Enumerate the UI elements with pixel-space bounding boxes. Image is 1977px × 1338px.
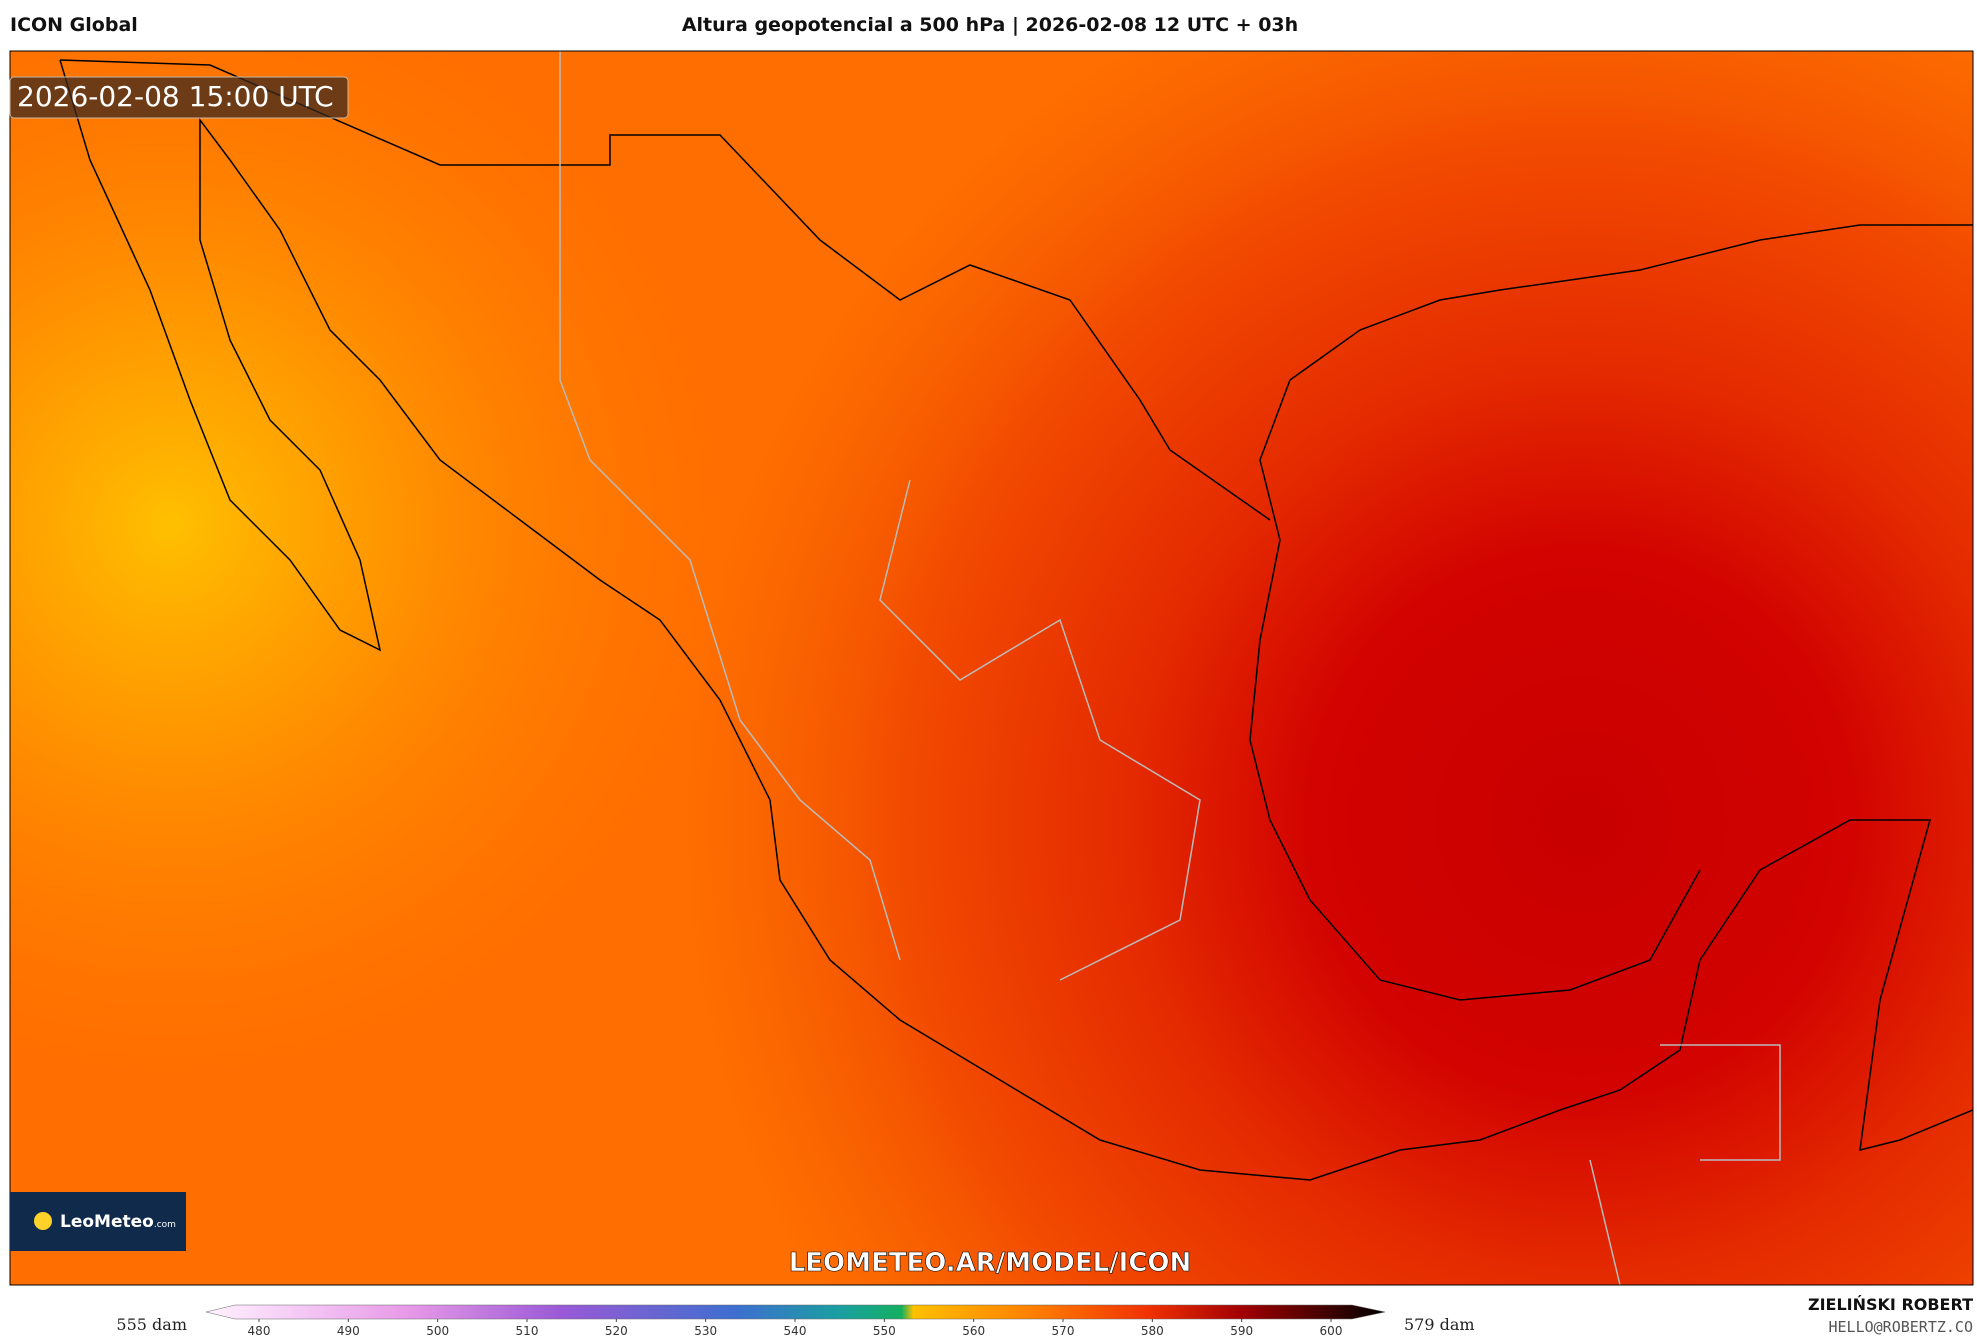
colorbar-tick-label: 490 (337, 1324, 360, 1338)
colorbar-tick-label: 480 (248, 1324, 271, 1338)
gulf-coastline (1249, 224, 1973, 1001)
colorbar (205, 1304, 1386, 1320)
author-name: ZIELIŃSKI ROBERT (1808, 1295, 1973, 1314)
colorbar-tick-label: 560 (962, 1324, 985, 1338)
logo-text: LeoMeteo.com (60, 1212, 176, 1232)
author-email: HELLO@ROBERTZ.CO (1829, 1318, 1974, 1336)
colorbar-tick-label: 540 (784, 1324, 807, 1338)
logo-sun (34, 1212, 52, 1230)
colorbar-tick-label: 500 (426, 1324, 449, 1338)
colorbar-tick-label: 520 (605, 1324, 628, 1338)
colorbar-tick-label: 510 (516, 1324, 539, 1338)
colorbar-tick-label: 600 (1320, 1324, 1343, 1338)
colorbar-tick-label: 590 (1230, 1324, 1253, 1338)
map (10, 51, 1973, 1285)
coastline (59, 59, 1973, 1181)
colorbar-tick-label: 580 (1141, 1324, 1164, 1338)
map-frame (9, 50, 1974, 1286)
border (59, 59, 1271, 521)
timestamp-box (9, 76, 349, 119)
model-name: ICON Global (10, 14, 138, 36)
map-title: Altura geopotencial a 500 hPa | 2026-02-… (682, 14, 1298, 36)
timestamp: 2026-02-08 15:00 UTC (17, 80, 334, 113)
url: LEOMETEO.AR/MODEL/ICON (789, 1248, 1192, 1278)
colorbar-min-label: 555 dam (116, 1315, 187, 1334)
colorbar-tick-label: 550 (873, 1324, 896, 1338)
logo-name: LeoMeteo (60, 1212, 154, 1232)
colorbar-ticks: 480 490 500 510 520 530 540 550 560 570 580 590 600 (248, 1319, 1343, 1338)
colorbar-tick-label: 570 (1052, 1324, 1075, 1338)
logo-suffix: .com (154, 1220, 176, 1230)
low-field (10, 51, 1973, 1285)
colorbar-tick-label: 530 (694, 1324, 717, 1338)
state-borders (559, 51, 1781, 1285)
colorbar-max-label: 579 dam (1404, 1315, 1475, 1334)
